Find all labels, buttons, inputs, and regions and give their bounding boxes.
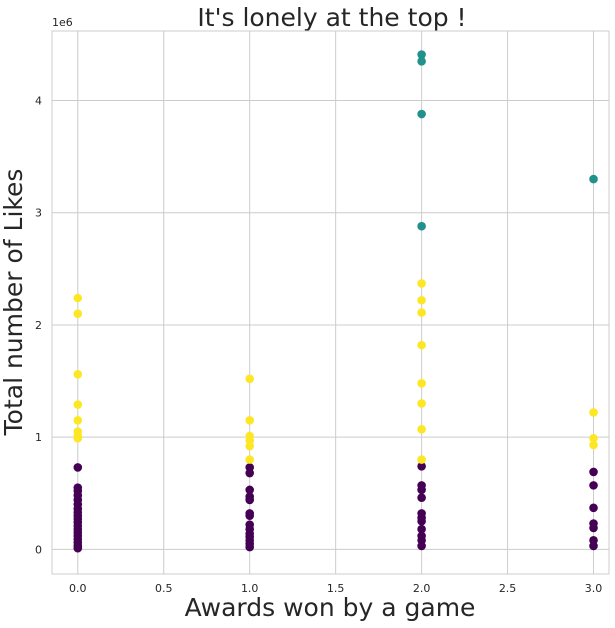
scatter-point xyxy=(589,433,598,443)
scatter-point xyxy=(417,56,426,66)
y-tick-label: 3 xyxy=(35,207,42,220)
plot-frame xyxy=(51,30,610,575)
scatter-point xyxy=(417,485,426,495)
scatter-point xyxy=(73,543,83,553)
scatter-point xyxy=(589,523,598,533)
scatter-point xyxy=(589,541,598,551)
scatter-point xyxy=(417,378,426,388)
scatter-point xyxy=(73,370,83,379)
scatter-point xyxy=(245,441,255,451)
y-tick-label: 1 xyxy=(35,431,42,444)
scatter-point xyxy=(73,309,83,319)
scatter-point xyxy=(245,468,255,478)
scatter-point xyxy=(417,524,426,534)
scatter-point xyxy=(589,467,598,477)
x-tick-label: 0.5 xyxy=(155,582,173,595)
scatter-point xyxy=(245,374,255,384)
scatter-point xyxy=(417,109,426,119)
scatter-point xyxy=(417,295,426,305)
scatter-point xyxy=(417,493,426,503)
scatter-point xyxy=(417,340,426,350)
scatter-point xyxy=(245,511,255,520)
scatter-point xyxy=(245,455,255,464)
scatter-point xyxy=(73,293,83,303)
scatter-point xyxy=(245,415,255,425)
scatter-point xyxy=(589,440,598,450)
x-tick-label: 1.5 xyxy=(327,582,345,595)
scatter-point xyxy=(73,415,83,425)
scatter-point xyxy=(245,485,255,495)
scatter-point xyxy=(417,221,426,231)
scatter-point xyxy=(73,400,83,409)
scatter-point xyxy=(589,481,598,490)
y-axis-offset-label: 1e6 xyxy=(52,16,73,29)
scatter-point xyxy=(417,424,426,434)
scatter-point xyxy=(589,408,598,417)
y-tick-label: 2 xyxy=(35,319,42,332)
scatter-point xyxy=(73,433,83,443)
gridlines xyxy=(52,31,609,574)
x-tick-label: 2.5 xyxy=(499,582,517,595)
x-tick-label: 0.0 xyxy=(69,582,87,595)
x-tick-label: 3.0 xyxy=(585,582,603,595)
scatter-point xyxy=(417,541,426,551)
scatter-point xyxy=(245,542,255,552)
x-axis-label: Awards won by a game xyxy=(185,593,476,622)
scatter-point xyxy=(417,308,426,317)
tick-labels: 0.0 0.5 1.0 1.5 2.0 2.5 3.0 0 1 2 3 4 xyxy=(35,95,602,595)
scatter-point xyxy=(417,50,426,59)
data-points xyxy=(73,50,598,553)
scatter-point xyxy=(417,455,426,464)
scatter-point xyxy=(417,399,426,408)
y-axis-label: Total number of Likes xyxy=(0,169,28,437)
y-tick-label: 0 xyxy=(35,543,42,556)
scatter-point xyxy=(417,516,426,526)
scatter-point xyxy=(589,503,598,513)
scatter-point xyxy=(245,495,255,505)
x-tick-label: 1.0 xyxy=(241,582,259,595)
y-tick-label: 4 xyxy=(35,95,42,108)
scatter-point xyxy=(589,174,598,184)
scatter-point xyxy=(73,463,83,472)
x-tick-label: 2.0 xyxy=(413,582,431,595)
scatter-point xyxy=(417,279,426,288)
scatter-point xyxy=(417,461,426,471)
chart-title: It's lonely at the top ! xyxy=(197,3,466,32)
